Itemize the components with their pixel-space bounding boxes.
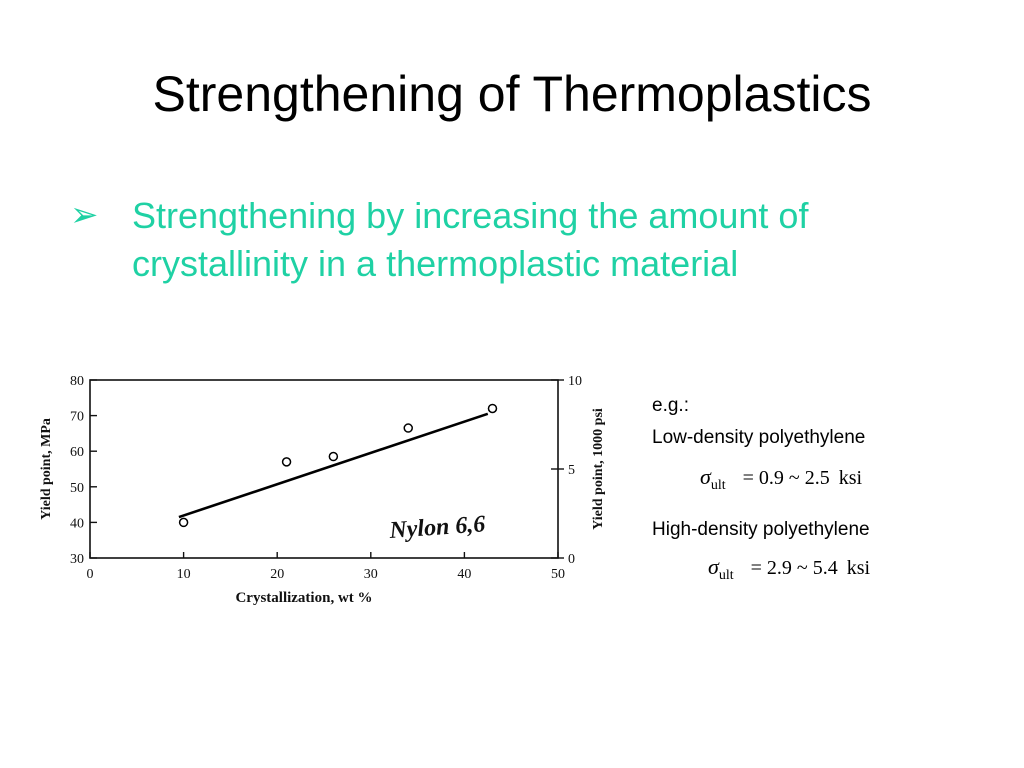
data-point — [328, 451, 339, 462]
y-tick-label: 30 — [70, 552, 84, 567]
bullet-text: Strengthening by increasing the amount o… — [132, 195, 809, 284]
range-sep: ~ — [796, 557, 808, 579]
subscript: ult — [710, 478, 726, 493]
arrow-bullet-icon: ➢ — [70, 196, 99, 234]
y-tick-label: 60 — [70, 445, 84, 460]
y-tick-label: 70 — [70, 410, 84, 425]
ldpe-formula: σult = 0.9 ~2.5 ksi — [700, 464, 862, 494]
x-tick-label: 10 — [177, 567, 191, 582]
trend-line — [178, 412, 489, 519]
y-tick-label: 50 — [70, 481, 84, 496]
data-point — [178, 517, 189, 528]
hdpe-formula: σult = 2.9 ~5.4 ksi — [708, 554, 870, 584]
y2-axis-label: Yield point, 1000 psi — [591, 408, 606, 530]
x-tick-label: 20 — [270, 567, 284, 582]
unit: ksi — [838, 467, 863, 489]
data-point — [403, 423, 413, 433]
y-tick-label: 40 — [70, 516, 84, 531]
data-point — [487, 403, 498, 414]
y-axis-label: Yield point, MPa — [39, 418, 54, 520]
ldpe-label: Low-density polyethylene — [652, 427, 866, 448]
hdpe-label: High-density polyethylene — [652, 519, 870, 540]
x-tick-label: 30 — [364, 567, 378, 582]
yield-vs-crystallization-chart: 30 40 50 60 70 80 0 5 10 0 10 20 30 40 50 Crystallizati… — [30, 360, 610, 615]
chart-svg: 30 40 50 60 70 80 0 5 10 0 10 20 30 40 50 Crystallizati… — [39, 374, 606, 606]
sigma-symbol: σ — [708, 554, 719, 579]
value-low: 0.9 — [758, 467, 784, 489]
slide-title: Strengthening of Thermoplastics — [152, 66, 872, 122]
eg-label: e.g.: — [652, 395, 689, 416]
subscript: ult — [718, 568, 734, 583]
y2-tick-label: 10 — [568, 374, 582, 389]
relation: = — [742, 467, 754, 489]
sigma-symbol: σ — [700, 464, 711, 489]
chart-annotation: Nylon 6,6 — [388, 511, 487, 544]
y-tick-label: 80 — [70, 374, 84, 389]
value-high: 5.4 — [812, 557, 838, 579]
range-sep: ~ — [788, 467, 800, 489]
unit: ksi — [846, 557, 871, 579]
y2-tick-label: 5 — [568, 463, 575, 478]
data-point — [281, 457, 292, 467]
x-axis-label: Crystallization, wt % — [235, 590, 372, 606]
x-tick-label: 40 — [457, 567, 471, 582]
x-tick-label: 50 — [551, 567, 565, 582]
relation: = — [750, 557, 762, 579]
value-low: 2.9 — [766, 557, 792, 579]
value-high: 2.5 — [804, 467, 830, 489]
y2-tick-label: 0 — [568, 552, 575, 567]
x-tick-label: 0 — [87, 567, 94, 582]
